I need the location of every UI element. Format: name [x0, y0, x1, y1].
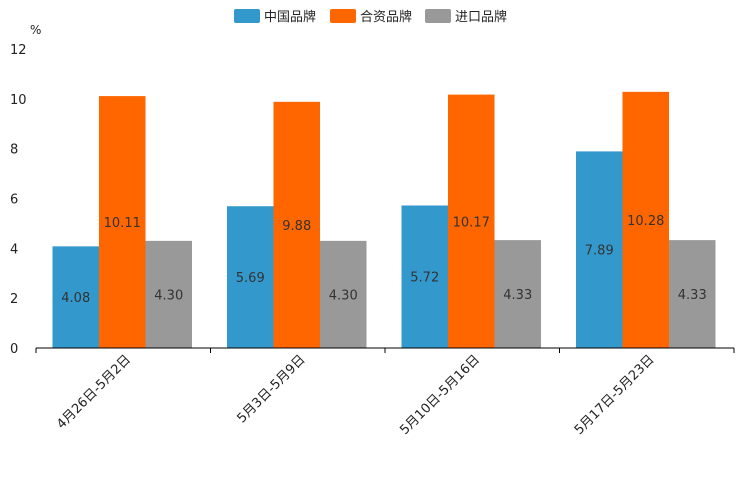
x-axis-ticks [35, 348, 735, 353]
y-axis-unit-label: % [30, 23, 41, 37]
data-label-2-4: 10.28 [627, 214, 664, 229]
data-label-1-3: 5.72 [410, 271, 439, 286]
y-tick-label-4: 4 [10, 242, 18, 257]
data-label-2-1: 10.11 [104, 216, 141, 231]
y-tick-label-2: 2 [10, 292, 18, 307]
legend-swatch-2 [330, 9, 356, 23]
data-label-3-4: 4.33 [678, 288, 707, 303]
bar-2-2 [273, 101, 320, 348]
bar-1-2 [227, 206, 274, 348]
x-category-label-4: 5月17日-5月23日 [572, 352, 658, 438]
y-tick-label-8: 8 [10, 143, 18, 158]
legend-swatch-3 [425, 9, 451, 23]
data-label-3-1: 4.30 [154, 288, 183, 303]
bar-2-1 [99, 96, 146, 348]
legend-label-1: 中国品牌 [264, 9, 316, 25]
data-label-1-4: 7.89 [585, 244, 614, 259]
y-tick-label-0: 0 [10, 342, 18, 357]
y-tick-label-10: 10 [10, 93, 27, 108]
data-label-2-3: 10.17 [453, 215, 490, 230]
legend-label-3: 进口品牌 [455, 9, 507, 25]
bar-data-labels: 4.08 10.11 4.30 5.69 9.88 4.30 5.72 10.17 4.33 7.… [61, 214, 706, 306]
chart-legend: 中国品牌 合资品牌 进口品牌 [234, 9, 507, 25]
bar-1-1 [52, 246, 99, 348]
x-category-label-2: 5月3日-5月9日 [234, 352, 308, 426]
legend-swatch-1 [234, 9, 260, 23]
x-axis-category-labels: 4月26日-5月2日 5月3日-5月9日 5月10日-5月16日 5月17日-5月23… [54, 352, 657, 438]
data-label-3-2: 4.30 [329, 288, 358, 303]
bar-2-4 [622, 91, 669, 349]
bar-series [52, 91, 716, 349]
y-axis-ticks: 0 2 4 6 8 10 12 [10, 43, 27, 357]
data-label-1-2: 5.69 [236, 271, 265, 286]
bar-1-3 [401, 205, 448, 348]
x-category-label-3: 5月10日-5月16日 [397, 352, 483, 438]
data-label-3-3: 4.33 [503, 288, 532, 303]
y-tick-label-12: 12 [10, 43, 27, 58]
bar-1-4 [576, 151, 623, 348]
y-tick-label-6: 6 [10, 193, 18, 208]
x-category-label-1: 4月26日-5月2日 [54, 352, 134, 432]
bar-3-2 [320, 240, 367, 348]
legend-label-2: 合资品牌 [360, 9, 412, 25]
data-label-1-1: 4.08 [61, 291, 90, 306]
bar-2-3 [448, 94, 495, 348]
bar-3-4 [669, 240, 716, 348]
bar-3-1 [145, 240, 192, 348]
data-label-2-2: 9.88 [282, 219, 311, 234]
bar-3-3 [494, 240, 541, 348]
